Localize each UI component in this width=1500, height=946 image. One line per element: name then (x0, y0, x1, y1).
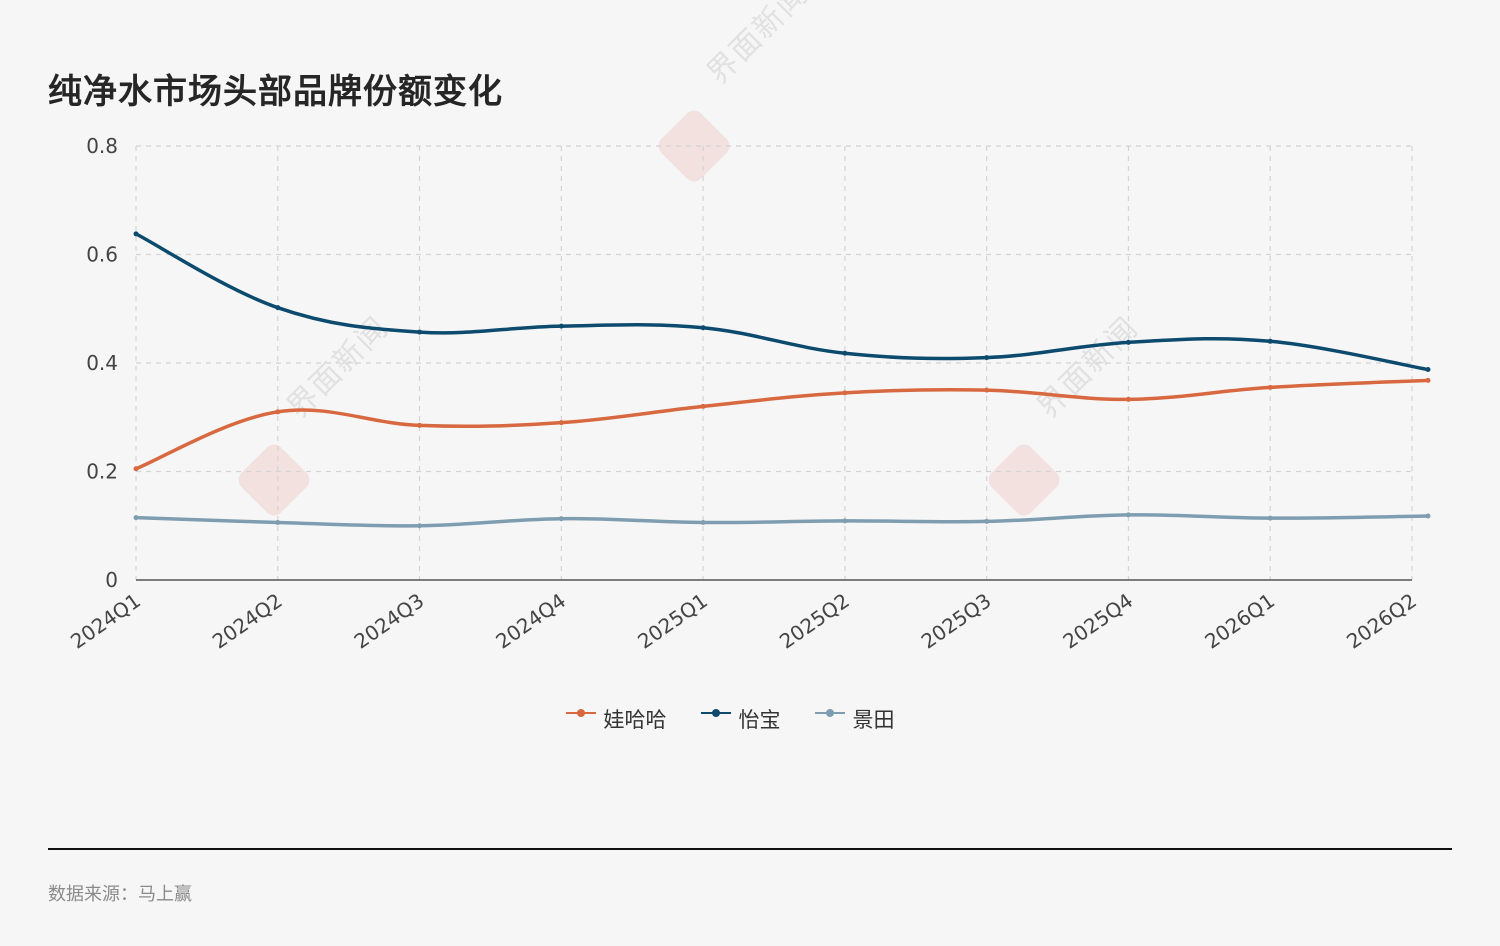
x-tick-label: 2026Q1 (1200, 588, 1279, 653)
legend-swatch-icon (814, 709, 845, 717)
data-point (558, 420, 564, 426)
data-point (842, 350, 848, 356)
legend-swatch-icon (565, 709, 596, 717)
line-chart: 0 0.2 0.4 0.6 0.8 2024Q1 2024Q2 2024Q3 2024Q4 202… (66, 134, 1431, 654)
data-point (700, 325, 706, 331)
data-point (558, 516, 564, 522)
legend-swatch-icon (700, 709, 731, 717)
data-point (842, 390, 848, 396)
divider (48, 848, 1452, 850)
chart-title: 纯净水市场头部品牌份额变化 (48, 72, 503, 112)
series-line-0 (134, 378, 1430, 471)
data-point (558, 323, 564, 329)
data-point (133, 231, 139, 237)
data-point (417, 422, 423, 428)
legend-label: 娃哈哈 (603, 708, 667, 732)
data-point (1125, 396, 1131, 402)
y-tick-label: 0.8 (86, 134, 118, 158)
data-point (133, 466, 139, 472)
x-tick-label: 2024Q3 (350, 588, 429, 653)
data-point (1125, 512, 1131, 518)
data-point (842, 518, 848, 524)
x-tick-label: 2025Q3 (917, 588, 996, 653)
data-point (1267, 515, 1273, 521)
data-point (700, 403, 706, 409)
data-point (984, 518, 990, 524)
x-tick-label: 2025Q4 (1059, 588, 1138, 653)
x-tick-label: 2025Q2 (775, 588, 854, 653)
data-point (984, 387, 990, 393)
series-line-1 (134, 232, 1430, 372)
data-point (1267, 384, 1273, 390)
data-point (275, 409, 281, 415)
data-point (984, 355, 990, 361)
y-tick-label: 0.2 (86, 460, 118, 484)
y-tick-label: 0 (105, 568, 118, 592)
data-point (1425, 513, 1431, 519)
x-tick-label: 2024Q4 (491, 588, 570, 653)
data-point (275, 519, 281, 525)
data-point (417, 523, 423, 529)
x-tick-label: 2024Q2 (208, 588, 287, 653)
x-tick-label: 2024Q1 (66, 588, 145, 653)
legend: 娃哈哈 怡宝 景田 (0, 704, 1460, 734)
data-point (1125, 339, 1131, 345)
y-tick-label: 0.6 (86, 243, 118, 267)
series-line-2 (134, 513, 1430, 528)
legend-label: 怡宝 (738, 708, 781, 732)
legend-item: 怡宝 (700, 704, 781, 734)
data-point (1425, 367, 1431, 373)
data-point (133, 515, 139, 521)
y-tick-label: 0.4 (86, 351, 118, 375)
legend-item: 娃哈哈 (565, 704, 667, 734)
data-point (275, 305, 281, 311)
data-point (1425, 377, 1431, 383)
data-point (700, 519, 706, 525)
data-point (417, 329, 423, 335)
legend-label: 景田 (852, 708, 895, 732)
data-source: 数据来源：马上赢 (48, 884, 192, 905)
legend-item: 景田 (814, 704, 895, 734)
data-point (1267, 338, 1273, 344)
x-tick-label: 2025Q1 (633, 588, 712, 653)
x-tick-label: 2026Q2 (1342, 588, 1421, 653)
